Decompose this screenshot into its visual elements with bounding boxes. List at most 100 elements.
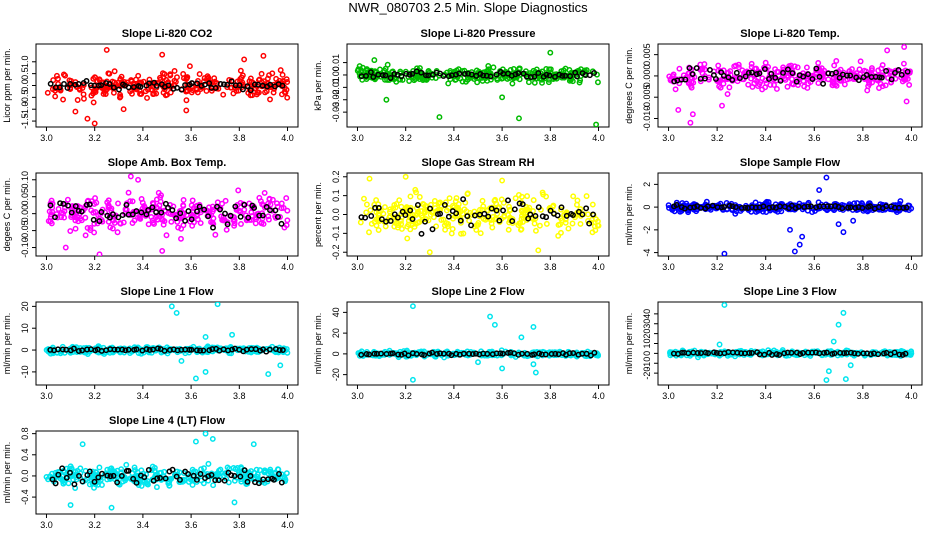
reference-point <box>83 201 90 208</box>
data-point <box>60 96 67 103</box>
chart-panel-1: Slope Li-820 CO2 Licor ppm per min. 3.0 3.2… <box>2 28 299 143</box>
data-point <box>829 82 836 89</box>
data-point <box>157 74 163 81</box>
data-point <box>129 220 136 226</box>
reference-point <box>898 71 905 78</box>
data-point <box>212 231 219 238</box>
data-point <box>716 341 723 348</box>
data-point <box>77 215 84 222</box>
data-point <box>120 219 127 226</box>
reference-point <box>61 80 67 87</box>
y-tick-label: -0.10 <box>20 237 30 258</box>
x-tick-label: 3.2 <box>88 391 101 401</box>
data-point <box>279 71 286 78</box>
reference-point <box>691 204 698 211</box>
reference-point <box>358 351 365 358</box>
y-axis-label: percent per min. <box>313 182 323 247</box>
reference-point <box>591 69 598 76</box>
x-tick-label: 3.0 <box>662 262 675 272</box>
data-point <box>402 173 409 180</box>
reference-point <box>559 72 566 79</box>
data-point <box>367 207 374 214</box>
x-tick-label: 3.4 <box>448 391 461 401</box>
reference-point <box>543 71 550 78</box>
data-point <box>232 85 239 92</box>
y-axis-label: kPa per min. <box>313 60 323 111</box>
data-point <box>532 227 539 234</box>
data-point <box>262 89 268 96</box>
data-point <box>188 476 194 483</box>
reference-point <box>129 211 136 218</box>
data-points <box>45 173 291 256</box>
data-point <box>265 216 272 223</box>
data-point <box>127 198 134 205</box>
data-point <box>809 73 816 80</box>
data-point <box>473 226 480 233</box>
data-point <box>183 107 190 114</box>
y-tick-label: 0 <box>331 351 341 356</box>
reference-point <box>855 77 862 84</box>
reference-point <box>153 82 160 89</box>
plot-frame <box>346 301 610 386</box>
data-point <box>816 187 823 194</box>
data-point <box>284 207 291 214</box>
reference-point <box>165 204 172 211</box>
data-point <box>192 375 199 382</box>
data-point <box>79 441 86 448</box>
reference-point <box>418 69 425 76</box>
data-point <box>675 107 682 113</box>
data-point <box>144 478 151 485</box>
data-point <box>175 224 182 231</box>
y-tick-label: 20 <box>331 328 341 338</box>
reference-point <box>878 74 885 81</box>
data-point <box>163 232 170 239</box>
x-tick-label: 3.4 <box>448 133 461 143</box>
data-point <box>409 376 416 383</box>
reference-point <box>535 204 542 211</box>
reference-point <box>891 69 898 76</box>
data-point <box>241 206 248 213</box>
reference-point <box>197 471 204 477</box>
reference-point <box>182 217 189 224</box>
data-point <box>265 213 272 220</box>
data-point <box>676 65 683 72</box>
reference-point <box>56 84 63 91</box>
reference-point <box>813 204 820 211</box>
x-tick-label: 3.0 <box>40 133 53 143</box>
data-point <box>518 334 525 341</box>
data-point <box>842 376 849 383</box>
reference-point <box>103 80 110 87</box>
data-point <box>80 95 87 102</box>
x-tick-label: 3.8 <box>233 520 246 530</box>
data-point <box>421 210 428 216</box>
data-point <box>189 197 196 204</box>
data-point <box>110 89 117 96</box>
data-point <box>371 201 378 208</box>
data-point <box>209 435 216 442</box>
data-point <box>196 71 203 78</box>
y-tick-label: -1.0 <box>20 101 30 117</box>
data-point <box>173 309 180 316</box>
data-point <box>823 174 830 181</box>
data-point <box>524 193 531 200</box>
reference-point <box>788 349 795 356</box>
reference-point <box>705 350 712 357</box>
reference-point <box>276 471 282 477</box>
reference-point <box>461 70 468 77</box>
y-tick-label: 0.05 <box>20 188 30 206</box>
reference-point <box>468 222 475 229</box>
data-point <box>775 69 782 75</box>
reference-point <box>196 203 203 210</box>
reference-point <box>65 202 72 209</box>
reference-point <box>387 75 394 81</box>
data-point <box>457 219 464 226</box>
reference-point <box>395 351 402 358</box>
data-point <box>135 176 142 183</box>
data-points <box>355 303 602 383</box>
x-tick-label: 3.8 <box>857 391 870 401</box>
reference-point <box>422 72 429 79</box>
reference-point <box>87 82 94 89</box>
reference-point <box>137 83 144 90</box>
data-point <box>95 343 102 350</box>
reference-point <box>859 205 866 211</box>
